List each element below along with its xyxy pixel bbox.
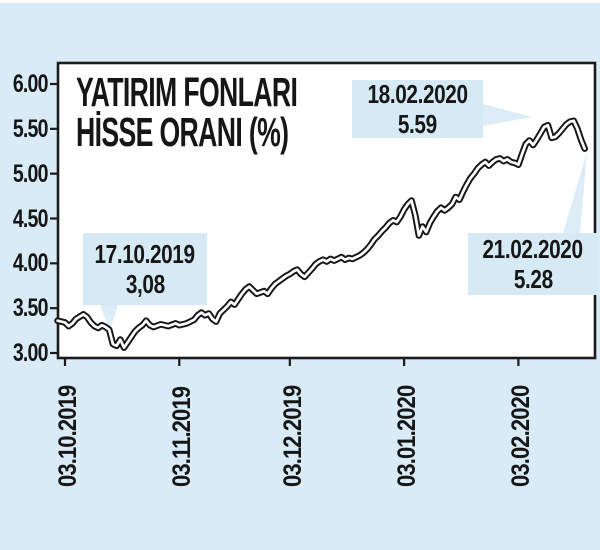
top-white-strip xyxy=(0,0,600,3)
callout-wedge-peak xyxy=(483,104,532,126)
callout-wedge-low xyxy=(100,305,118,330)
plot-area xyxy=(58,63,595,358)
plot-border xyxy=(56,61,597,360)
series-line-core xyxy=(56,119,587,349)
callout-wedge-last xyxy=(563,152,587,233)
